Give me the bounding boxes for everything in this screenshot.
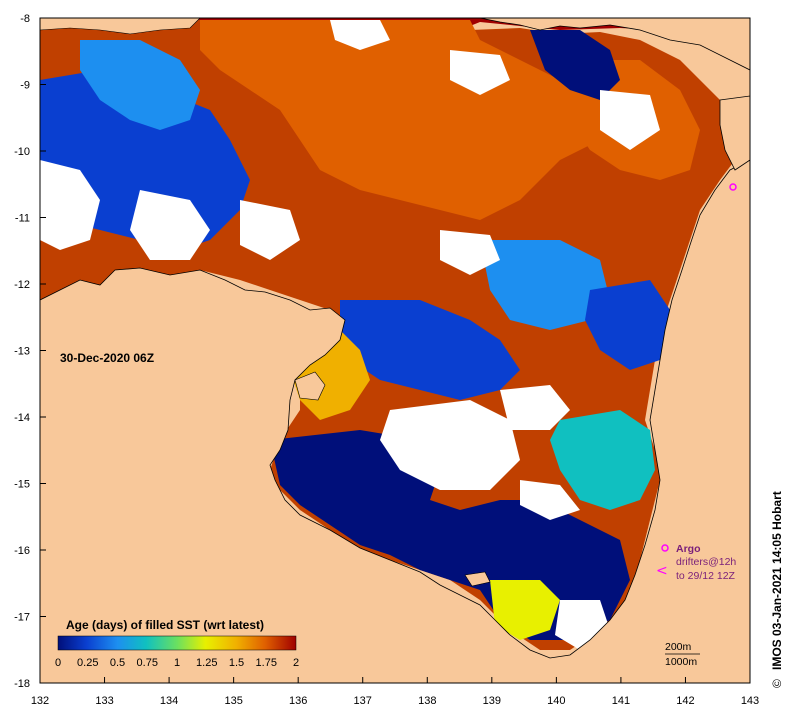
x-axis: 132 133 134 135 136 137 138 139 140 141 142 143 [31,677,759,707]
patch-lightblue-west [80,40,200,130]
x-tick-label: 138 [418,695,436,707]
x-tick-label: 139 [483,695,501,707]
y-axis: -8 -9 -10 -11 -12 -13 -14 -15 -16 -17 -18 [14,13,46,690]
argo-marker-icon [661,544,669,552]
y-tick-label: -17 [14,612,30,624]
y-tick-label: -15 [14,479,30,491]
patch-blue-east-coast [585,280,670,370]
x-tick-label: 132 [31,695,49,707]
colorbar-title: Age (days) of filled SST (wrt latest) [66,618,264,632]
drifters-label-1: drifters@12h [676,556,736,568]
x-tick-label: 140 [547,695,565,707]
land-nt-west [40,159,750,683]
x-tick-label: 136 [289,695,307,707]
colorbar-tick-label: 2 [293,657,299,669]
drifters-arrow-icon: < [656,563,668,579]
contour-legend: 200m 1000m [665,641,700,668]
patch-cyan-east [550,410,655,510]
nodata-2 [130,190,210,260]
contour-200m-label: 200m [665,641,692,653]
drifters-label-2: to 29/12 12Z [676,570,736,582]
y-tick-label: -16 [14,545,30,557]
land-groote [294,371,326,401]
y-tick-label: -8 [20,13,30,25]
argo-label: Argo [676,543,701,555]
colorbar-tick-label: 0.75 [137,657,158,669]
copyright-icon: © [770,679,784,688]
colorbar-tick-label: 0.25 [77,657,98,669]
y-tick-label: -12 [14,279,30,291]
colorbar-gradient [57,635,297,651]
colorbar-tick-label: 1.75 [256,657,277,669]
x-tick-label: 134 [160,695,178,707]
contour-1000m-label: 1000m [665,656,697,668]
y-tick-label: -10 [14,146,30,158]
y-tick-label: -9 [20,80,30,92]
x-tick-label: 142 [676,695,694,707]
patch-navy-northeast [530,30,620,100]
land-mornington [464,571,491,587]
y-tick-label: -14 [14,412,30,424]
colorbar-ticks: 0 0.25 0.5 0.75 1 1.25 1.5 1.75 2 [55,657,299,669]
x-tick-label: 133 [95,695,113,707]
colorbar-tick-label: 1.25 [196,657,217,669]
land-aru [40,18,201,35]
nodata-4 [450,50,510,95]
x-tick-label: 137 [354,695,372,707]
colorbar-tick-label: 1 [174,657,180,669]
patch-lightblue-center [480,240,610,330]
nodata-7 [380,400,520,490]
land-new-guinea [479,18,750,71]
y-tick-label: -18 [14,678,30,690]
patch-yellow-south [490,580,560,640]
nodata-9 [520,480,580,520]
float-legend: Argo drifters@12h < to 29/12 12Z [656,543,736,582]
x-tick-label: 141 [612,695,630,707]
date-label: 30-Dec-2020 06Z [60,351,154,365]
nodata-6 [440,230,500,275]
nodata-10 [330,20,390,50]
colorbar-tick-label: 0 [55,657,61,669]
credit-text: IMOS 03-Jan-2021 14:05 Hobart [770,491,784,670]
x-tick-label: 143 [741,695,759,707]
x-tick-label: 135 [224,695,242,707]
argo-float-marker [729,183,737,191]
colorbar-tick-label: 1.5 [229,657,244,669]
nodata-8 [500,385,570,430]
y-tick-label: -11 [15,213,30,225]
patch-blue-gulf-n [340,300,520,400]
nodata-1 [40,160,100,250]
colorbar-tick-label: 0.5 [110,657,125,669]
nodata-3 [240,200,300,260]
land-cape-york-tip [719,95,750,171]
nodata-5 [600,90,660,150]
y-tick-label: -13 [14,346,30,358]
